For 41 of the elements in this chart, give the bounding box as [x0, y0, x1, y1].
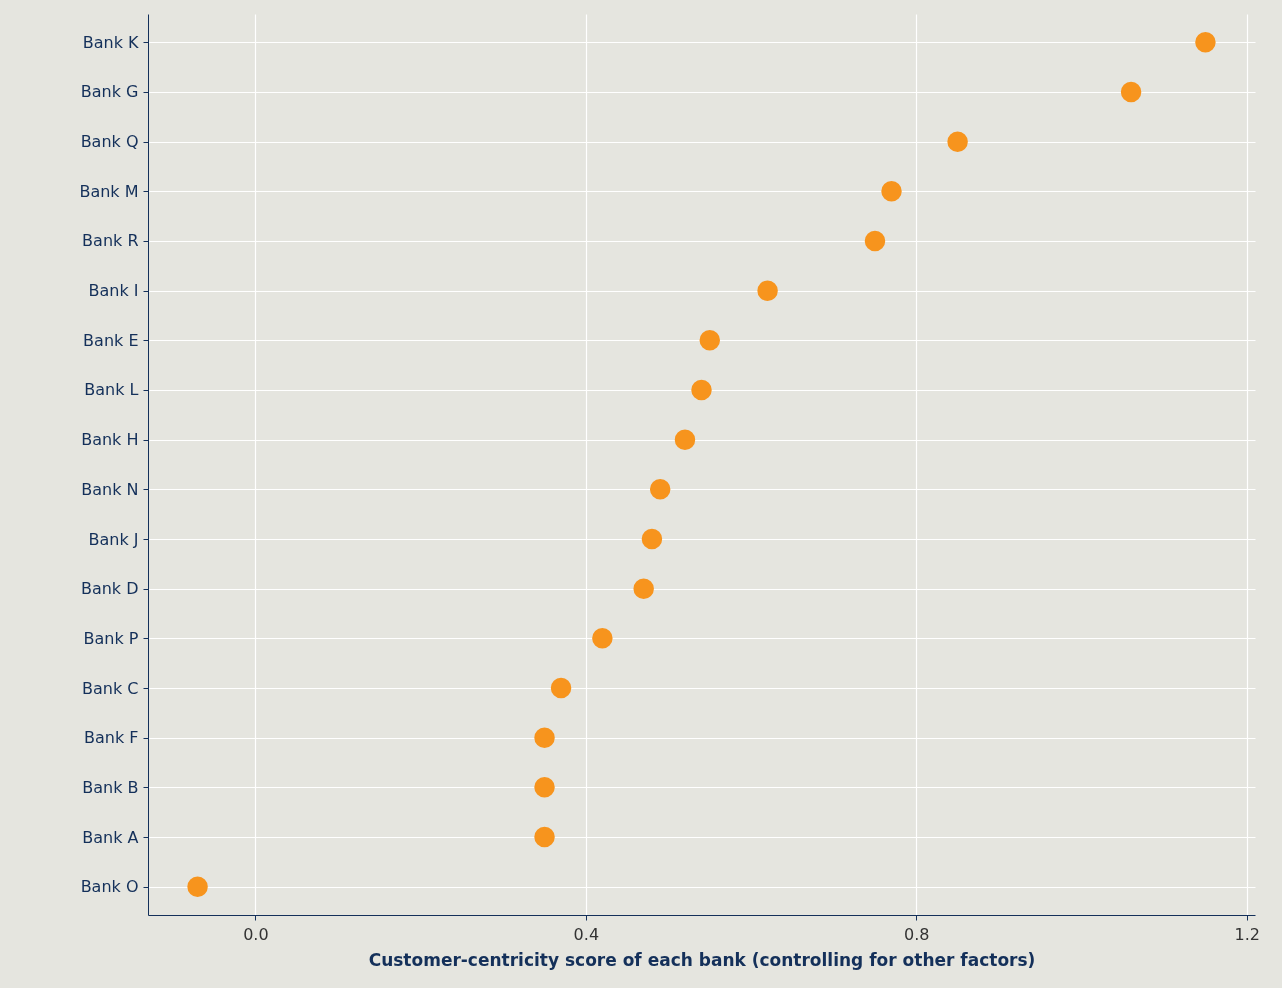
y-tick-label: Bank R [82, 231, 139, 251]
point [864, 230, 886, 252]
y-tick-label: Bank B [82, 777, 139, 797]
y-tick-label: Bank O [80, 877, 139, 897]
y-tick-label: Bank A [82, 827, 139, 847]
point [534, 727, 555, 748]
y-tick-label: Bank L [84, 380, 139, 400]
point [757, 280, 778, 301]
x-tick-label: 1.2 [1234, 924, 1260, 944]
point [1120, 81, 1142, 103]
y-tick-label: Bank E [83, 330, 139, 350]
point [592, 628, 613, 649]
y-tick-label: Bank G [80, 82, 139, 102]
point [633, 578, 654, 599]
y-tick-label: Bank H [81, 430, 139, 450]
point [534, 777, 555, 798]
y-tick-label: Bank J [88, 529, 139, 549]
point [1195, 32, 1216, 53]
x-axis-title: Customer-centricity score of each bank (controlling for other factors) [368, 949, 1036, 970]
x-tick-label: 0.0 [243, 924, 269, 944]
point [641, 528, 663, 550]
point [534, 826, 555, 848]
point [649, 479, 671, 500]
y-tick-label: Bank Q [80, 132, 139, 152]
point [187, 876, 208, 897]
y-tick-label: Bank N [81, 479, 139, 499]
y-tick-label: Bank P [83, 628, 139, 648]
y-tick-label: Bank F [84, 728, 139, 748]
point [947, 131, 968, 152]
y-tick-label: Bank D [80, 579, 139, 599]
y-tick-label: Bank M [79, 181, 139, 201]
y-tick-label: Bank C [82, 678, 139, 698]
point [674, 429, 696, 450]
point [550, 677, 572, 699]
point [699, 330, 721, 351]
y-tick-label: Bank I [88, 281, 139, 301]
point [691, 379, 712, 401]
x-tick-label: 0.4 [573, 924, 600, 944]
y-tick-label: Bank K [82, 32, 140, 52]
point [881, 181, 902, 202]
x-tick-label: 0.8 [904, 924, 930, 944]
